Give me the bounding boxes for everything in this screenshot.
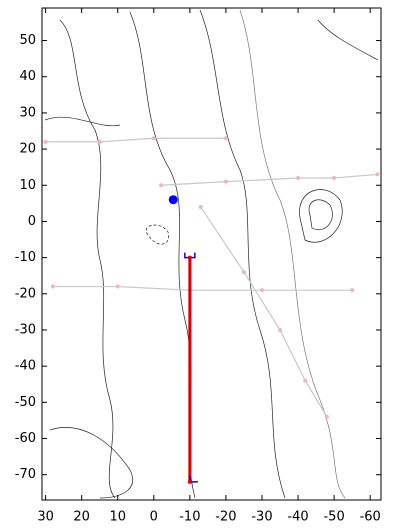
y-tick-label: -20 — [15, 286, 36, 301]
x-tick-label: -40 — [287, 510, 308, 525]
contour — [239, 9, 346, 499]
track-point — [159, 183, 164, 188]
x-tick-label: -60 — [360, 510, 381, 525]
y-tick-label: -10 — [15, 250, 36, 265]
y-tick-label: -40 — [15, 359, 36, 374]
y-tick-label: -30 — [15, 322, 36, 337]
track-line — [45, 137, 226, 143]
track-point — [223, 179, 228, 184]
contour — [44, 116, 121, 127]
track-point — [115, 284, 120, 289]
track-point — [223, 136, 228, 141]
y-tick-label: -70 — [15, 467, 36, 482]
track-point — [97, 139, 102, 144]
track-point — [168, 195, 178, 205]
x-tick-label: 30 — [37, 510, 54, 525]
y-tick-label: 40 — [19, 69, 36, 84]
y-tick-label: 0 — [28, 214, 36, 229]
track-point — [241, 270, 246, 275]
y-tick-label: -60 — [15, 431, 36, 446]
contour — [49, 427, 133, 499]
track-point — [259, 288, 264, 293]
contour — [299, 189, 343, 243]
track-point — [303, 378, 308, 383]
x-tick-label: 20 — [73, 510, 90, 525]
track-point — [332, 176, 337, 181]
contour — [145, 224, 170, 245]
y-tick-label: 30 — [19, 105, 36, 120]
y-tick-label: -50 — [15, 395, 36, 410]
x-tick-label: -50 — [323, 510, 344, 525]
track-point — [296, 176, 301, 181]
y-tick-label: 20 — [19, 142, 36, 157]
x-tick-label: -10 — [179, 510, 200, 525]
x-tick-label: -30 — [251, 510, 272, 525]
contour — [317, 19, 379, 61]
y-tick-label: 50 — [19, 33, 36, 48]
track-point — [187, 479, 192, 484]
x-tick-label: 10 — [109, 510, 126, 525]
track-point — [43, 139, 48, 144]
track-point — [350, 288, 355, 293]
plot-frame — [41, 7, 382, 501]
track-point — [278, 327, 283, 332]
track-point — [187, 255, 192, 260]
track-point — [375, 172, 380, 177]
contour — [59, 19, 116, 499]
track-point — [198, 204, 203, 209]
x-tick-label: 0 — [150, 510, 158, 525]
track-point — [50, 284, 55, 289]
y-tick-label: 10 — [19, 178, 36, 193]
track-point — [324, 414, 329, 419]
x-tick-label: -20 — [215, 510, 236, 525]
track-point — [151, 136, 156, 141]
contour — [199, 9, 286, 499]
